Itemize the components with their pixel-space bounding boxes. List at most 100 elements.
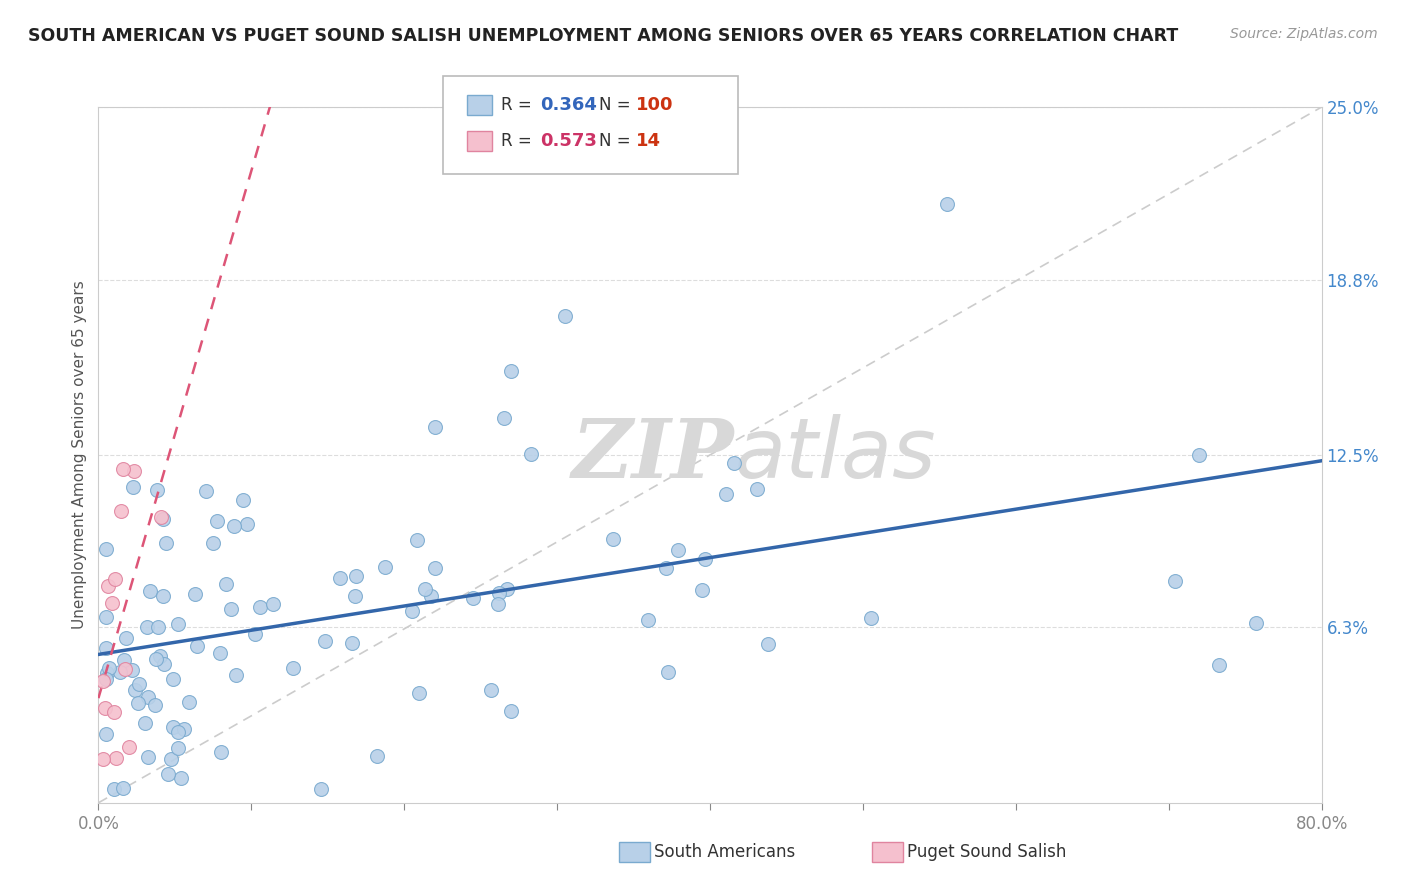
Point xyxy=(96,666,118,681)
Point xyxy=(114,662,136,676)
Point xyxy=(183,587,205,601)
Point xyxy=(108,665,131,679)
Point xyxy=(162,672,184,686)
Text: atlas: atlas xyxy=(734,415,936,495)
Point xyxy=(243,626,266,640)
Point xyxy=(96,726,118,740)
Point xyxy=(655,561,678,575)
Point xyxy=(159,752,181,766)
Point xyxy=(167,617,190,632)
Point xyxy=(405,533,427,547)
Point xyxy=(173,723,195,737)
Point xyxy=(745,482,768,496)
Point xyxy=(695,552,717,566)
Text: 0.364: 0.364 xyxy=(540,96,596,114)
Point xyxy=(423,420,446,434)
Point xyxy=(311,781,333,796)
Point xyxy=(94,610,117,624)
Text: R =: R = xyxy=(501,132,537,150)
Point xyxy=(166,741,188,756)
Point xyxy=(127,696,149,710)
Point xyxy=(112,653,135,667)
Point xyxy=(209,745,232,759)
Text: N =: N = xyxy=(599,96,636,114)
Point xyxy=(344,569,367,583)
Point xyxy=(111,781,134,796)
Point xyxy=(401,604,423,618)
Point xyxy=(420,589,443,603)
Text: 100: 100 xyxy=(636,96,673,114)
Point xyxy=(554,309,576,323)
Point xyxy=(936,197,959,211)
Point xyxy=(186,640,208,654)
Point xyxy=(756,637,779,651)
Point xyxy=(657,665,679,680)
Point xyxy=(1164,574,1187,589)
Point xyxy=(374,560,396,574)
Point xyxy=(501,704,523,718)
Point xyxy=(146,619,169,633)
Point xyxy=(152,589,174,603)
Point xyxy=(408,686,430,700)
Point xyxy=(262,597,284,611)
Text: Source: ZipAtlas.com: Source: ZipAtlas.com xyxy=(1230,27,1378,41)
Point xyxy=(103,705,125,719)
Point xyxy=(122,464,145,478)
Point xyxy=(112,462,135,476)
Point xyxy=(314,634,336,648)
Point xyxy=(413,582,436,597)
Point xyxy=(494,410,516,425)
Point xyxy=(329,571,352,585)
Text: ZIP: ZIP xyxy=(572,415,734,495)
Point xyxy=(520,447,543,461)
Point xyxy=(209,646,232,660)
Point xyxy=(479,682,502,697)
Point xyxy=(91,751,114,765)
Point xyxy=(122,480,145,494)
Point xyxy=(666,543,689,558)
Point xyxy=(344,589,367,603)
Point xyxy=(94,541,117,556)
Point xyxy=(94,640,117,655)
Point xyxy=(425,561,447,575)
Point xyxy=(103,781,125,796)
Point xyxy=(97,661,120,675)
Point xyxy=(149,509,172,524)
Point xyxy=(139,583,162,598)
Point xyxy=(637,613,659,627)
Point xyxy=(156,767,179,781)
Point xyxy=(145,698,167,712)
Point xyxy=(232,493,254,508)
Point xyxy=(91,673,114,688)
Text: 14: 14 xyxy=(636,132,661,150)
Point xyxy=(486,598,509,612)
Point xyxy=(463,591,485,605)
Point xyxy=(215,576,238,591)
Point xyxy=(104,572,127,586)
Point xyxy=(205,514,228,528)
Point xyxy=(166,725,188,739)
Point xyxy=(136,620,159,634)
Point xyxy=(236,516,259,531)
Point xyxy=(94,672,117,686)
Point xyxy=(224,518,246,533)
Point xyxy=(602,532,624,546)
Point xyxy=(152,512,174,526)
Point xyxy=(121,663,143,677)
Point xyxy=(146,483,169,497)
Point xyxy=(501,364,523,378)
Point xyxy=(118,740,141,755)
Point xyxy=(219,602,242,616)
Point xyxy=(714,486,737,500)
Text: Puget Sound Salish: Puget Sound Salish xyxy=(907,843,1066,861)
Point xyxy=(134,715,156,730)
Point xyxy=(153,657,176,672)
Point xyxy=(110,503,132,517)
Point xyxy=(101,596,124,610)
Point xyxy=(136,750,159,764)
Point xyxy=(97,579,120,593)
Text: South Americans: South Americans xyxy=(654,843,794,861)
Point xyxy=(225,667,247,681)
Point xyxy=(105,751,128,765)
Point xyxy=(488,586,510,600)
